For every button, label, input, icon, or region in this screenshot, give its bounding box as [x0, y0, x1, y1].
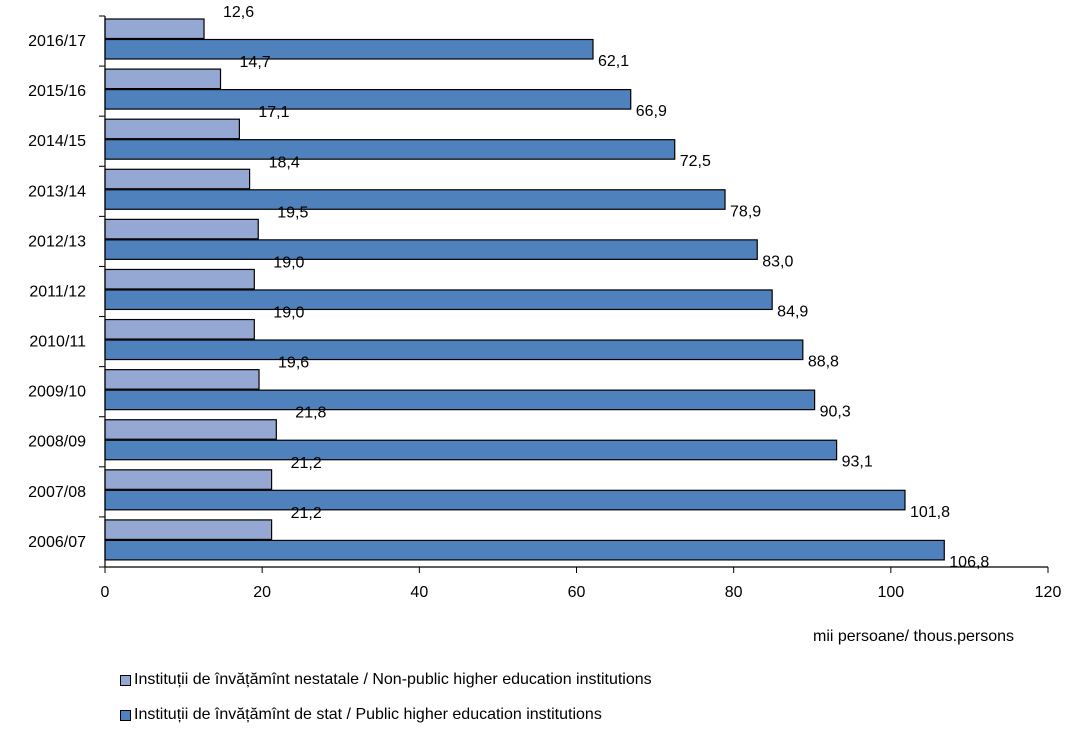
category-label: 2010/11	[29, 334, 86, 351]
legend-label-public: Instituții de învățămînt de stat / Publi…	[134, 706, 602, 723]
x-tick-label: 120	[1035, 584, 1062, 601]
data-label-public: 101,8	[910, 504, 950, 521]
bar-non-public	[104, 218, 259, 240]
data-label-public: 106,8	[949, 554, 989, 571]
bar-public	[104, 189, 726, 210]
data-label-public: 88,8	[808, 354, 839, 371]
data-label-non-public: 12,6	[223, 4, 254, 21]
data-label-public: 62,1	[598, 53, 629, 70]
bar-non-public	[104, 419, 277, 440]
bar-non-public	[104, 369, 260, 390]
bar-public	[104, 389, 816, 411]
x-tick-label: 80	[725, 584, 743, 601]
bar-non-public	[104, 268, 255, 290]
bar-public	[104, 439, 838, 461]
legend: Instituții de învățămînt nestatale / Non…	[120, 671, 652, 741]
legend-item-non-public: Instituții de învățămînt nestatale / Non…	[120, 671, 652, 689]
data-label-non-public: 19,0	[273, 305, 304, 322]
legend-swatch-public	[120, 709, 131, 721]
category-label: 2009/10	[28, 384, 86, 401]
category-label: 2015/16	[28, 83, 86, 100]
x-tick-label: 60	[568, 584, 586, 601]
data-label-non-public: 19,0	[273, 254, 304, 271]
data-label-non-public: 19,5	[277, 204, 308, 221]
bar-non-public	[104, 469, 273, 490]
data-label-non-public: 21,2	[291, 455, 322, 472]
bar-public	[104, 539, 945, 561]
bar-public	[104, 289, 773, 311]
category-label: 2012/13	[28, 233, 86, 250]
bar-non-public	[104, 118, 240, 140]
legend-label-non-public: Instituții de învățămînt nestatale / Non…	[134, 671, 652, 688]
bar-public	[104, 339, 804, 361]
data-label-public: 93,1	[842, 454, 873, 471]
bar-public	[104, 88, 632, 110]
bar-non-public	[104, 318, 255, 340]
legend-swatch-non-public	[120, 674, 131, 686]
data-label-public: 78,9	[730, 203, 761, 220]
category-label: 2016/17	[28, 33, 86, 50]
bar-non-public	[104, 18, 205, 40]
category-label: 2011/12	[29, 283, 86, 300]
x-tick-label: 100	[877, 584, 904, 601]
category-label: 2006/07	[28, 534, 86, 551]
x-tick-label: 40	[410, 584, 428, 601]
data-label-non-public: 21,8	[295, 405, 326, 422]
bar-public	[104, 239, 758, 260]
category-label: 2007/08	[28, 484, 86, 501]
bar-public	[104, 139, 676, 160]
bar-non-public	[104, 519, 273, 541]
bar-non-public	[104, 168, 251, 190]
bar-non-public	[104, 68, 222, 90]
data-label-non-public: 21,2	[291, 505, 322, 522]
bar-public	[104, 38, 594, 60]
data-label-public: 90,3	[820, 404, 851, 421]
data-label-non-public: 14,7	[240, 54, 271, 71]
data-label-public: 72,5	[680, 153, 711, 170]
data-label-public: 66,9	[636, 103, 667, 120]
data-label-non-public: 19,6	[278, 355, 309, 372]
data-label-public: 83,0	[762, 253, 793, 270]
data-label-non-public: 17,1	[258, 104, 289, 121]
category-label: 2014/15	[28, 133, 86, 150]
data-label-public: 84,9	[777, 303, 808, 320]
x-tick-label: 20	[253, 584, 271, 601]
legend-item-public: Instituții de învățămînt de stat / Publi…	[120, 706, 652, 724]
category-label: 2013/14	[28, 183, 86, 200]
x-tick-label: 0	[101, 584, 110, 601]
data-label-non-public: 18,4	[269, 154, 300, 171]
category-label: 2008/09	[28, 434, 86, 451]
x-axis-label: mii persoane/ thous.persons	[813, 628, 1014, 645]
bar-public	[104, 489, 906, 511]
